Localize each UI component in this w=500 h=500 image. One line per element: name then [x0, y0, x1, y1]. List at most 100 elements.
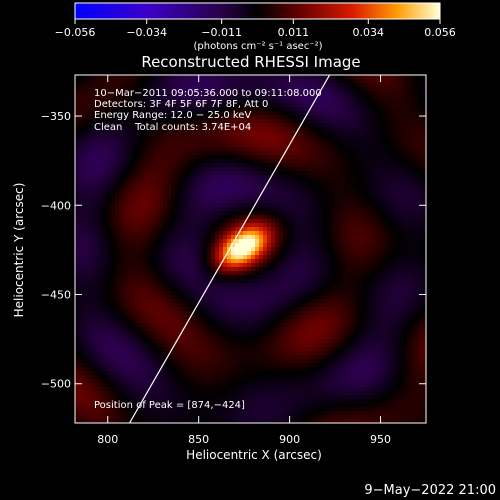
heatmap-cell [219, 219, 224, 224]
heatmap-cell [319, 275, 324, 280]
heatmap-cell [111, 263, 116, 268]
heatmap-cell [383, 99, 388, 104]
heatmap-cell [151, 179, 156, 184]
heatmap-cell [223, 147, 228, 152]
heatmap-cell [215, 203, 220, 208]
heatmap-cell [199, 247, 204, 252]
heatmap-cell [343, 79, 348, 84]
heatmap-cell [335, 207, 340, 212]
heatmap-cell [271, 275, 276, 280]
heatmap-cell [251, 195, 256, 200]
heatmap-cell [123, 299, 128, 304]
heatmap-cell [143, 295, 148, 300]
heatmap-cell [283, 275, 288, 280]
heatmap-cell [107, 203, 112, 208]
heatmap-cell [175, 243, 180, 248]
heatmap-cell [399, 183, 404, 188]
heatmap-cell [87, 287, 92, 292]
heatmap-cell [319, 119, 324, 124]
heatmap-cell [163, 279, 168, 284]
heatmap-cell [295, 295, 300, 300]
heatmap-cell [295, 255, 300, 260]
heatmap-cell [195, 279, 200, 284]
heatmap-cell [359, 79, 364, 84]
heatmap-cell [191, 271, 196, 276]
heatmap-cell [331, 239, 336, 244]
heatmap-cell [403, 183, 408, 188]
heatmap-cell [243, 211, 248, 216]
heatmap-cell [151, 183, 156, 188]
heatmap-cell [103, 251, 108, 256]
heatmap-cell [139, 299, 144, 304]
heatmap-cell [247, 187, 252, 192]
heatmap-cell [199, 119, 204, 124]
heatmap-cell [271, 167, 276, 172]
heatmap-cell [415, 291, 420, 296]
heatmap-cell [319, 171, 324, 176]
heatmap-cell [175, 211, 180, 216]
heatmap-cell [363, 251, 368, 256]
heatmap-cell [391, 79, 396, 84]
heatmap-cell [295, 175, 300, 180]
heatmap-cell [135, 295, 140, 300]
heatmap-cell [271, 131, 276, 136]
heatmap-cell [255, 287, 260, 292]
heatmap-cell [83, 83, 88, 88]
heatmap-cell [231, 167, 236, 172]
heatmap-cell [103, 207, 108, 212]
heatmap-cell [327, 235, 332, 240]
heatmap-cell [423, 79, 426, 84]
heatmap-cell [115, 155, 120, 160]
heatmap-cell [311, 131, 316, 136]
heatmap-cell [339, 119, 344, 124]
heatmap-cell [131, 275, 136, 280]
heatmap-cell [407, 219, 412, 224]
heatmap-cell [203, 167, 208, 172]
heatmap-cell [167, 215, 172, 220]
heatmap-cell [211, 175, 216, 180]
heatmap-cell [275, 139, 280, 144]
heatmap-cell [299, 263, 304, 268]
heatmap-cell [179, 147, 184, 152]
heatmap-cell [195, 107, 200, 112]
heatmap-cell [407, 279, 412, 284]
heatmap-cell [423, 215, 426, 220]
heatmap-cell [123, 99, 128, 104]
heatmap-cell [91, 87, 96, 92]
heatmap-cell [103, 255, 108, 260]
heatmap-cell [251, 243, 256, 248]
heatmap-cell [75, 87, 80, 92]
heatmap-cell [175, 291, 180, 296]
heatmap-cell [347, 187, 352, 192]
heatmap-cell [351, 99, 356, 104]
heatmap-cell [135, 203, 140, 208]
heatmap-cell [275, 295, 280, 300]
heatmap-cell [235, 215, 240, 220]
heatmap-cell [303, 259, 308, 264]
heatmap-cell [379, 203, 384, 208]
heatmap-cell [147, 103, 152, 108]
heatmap-cell [231, 163, 236, 168]
heatmap-cell [203, 275, 208, 280]
heatmap-cell [115, 287, 120, 292]
heatmap-cell [95, 247, 100, 252]
heatmap-cell [175, 99, 180, 104]
heatmap-cell [207, 131, 212, 136]
heatmap-cell [147, 215, 152, 220]
heatmap-cell [355, 123, 360, 128]
heatmap-cell [251, 87, 256, 92]
heatmap-cell [343, 215, 348, 220]
heatmap-cell [339, 155, 344, 160]
heatmap-cell [203, 219, 208, 224]
heatmap-cell [203, 287, 208, 292]
heatmap-cell [179, 167, 184, 172]
heatmap-cell [195, 179, 200, 184]
heatmap-cell [155, 235, 160, 240]
heatmap-cell [227, 283, 232, 288]
heatmap-cell [367, 239, 372, 244]
heatmap-cell [111, 139, 116, 144]
heatmap-cell [107, 239, 112, 244]
heatmap-cell [171, 87, 176, 92]
heatmap-cell [315, 195, 320, 200]
